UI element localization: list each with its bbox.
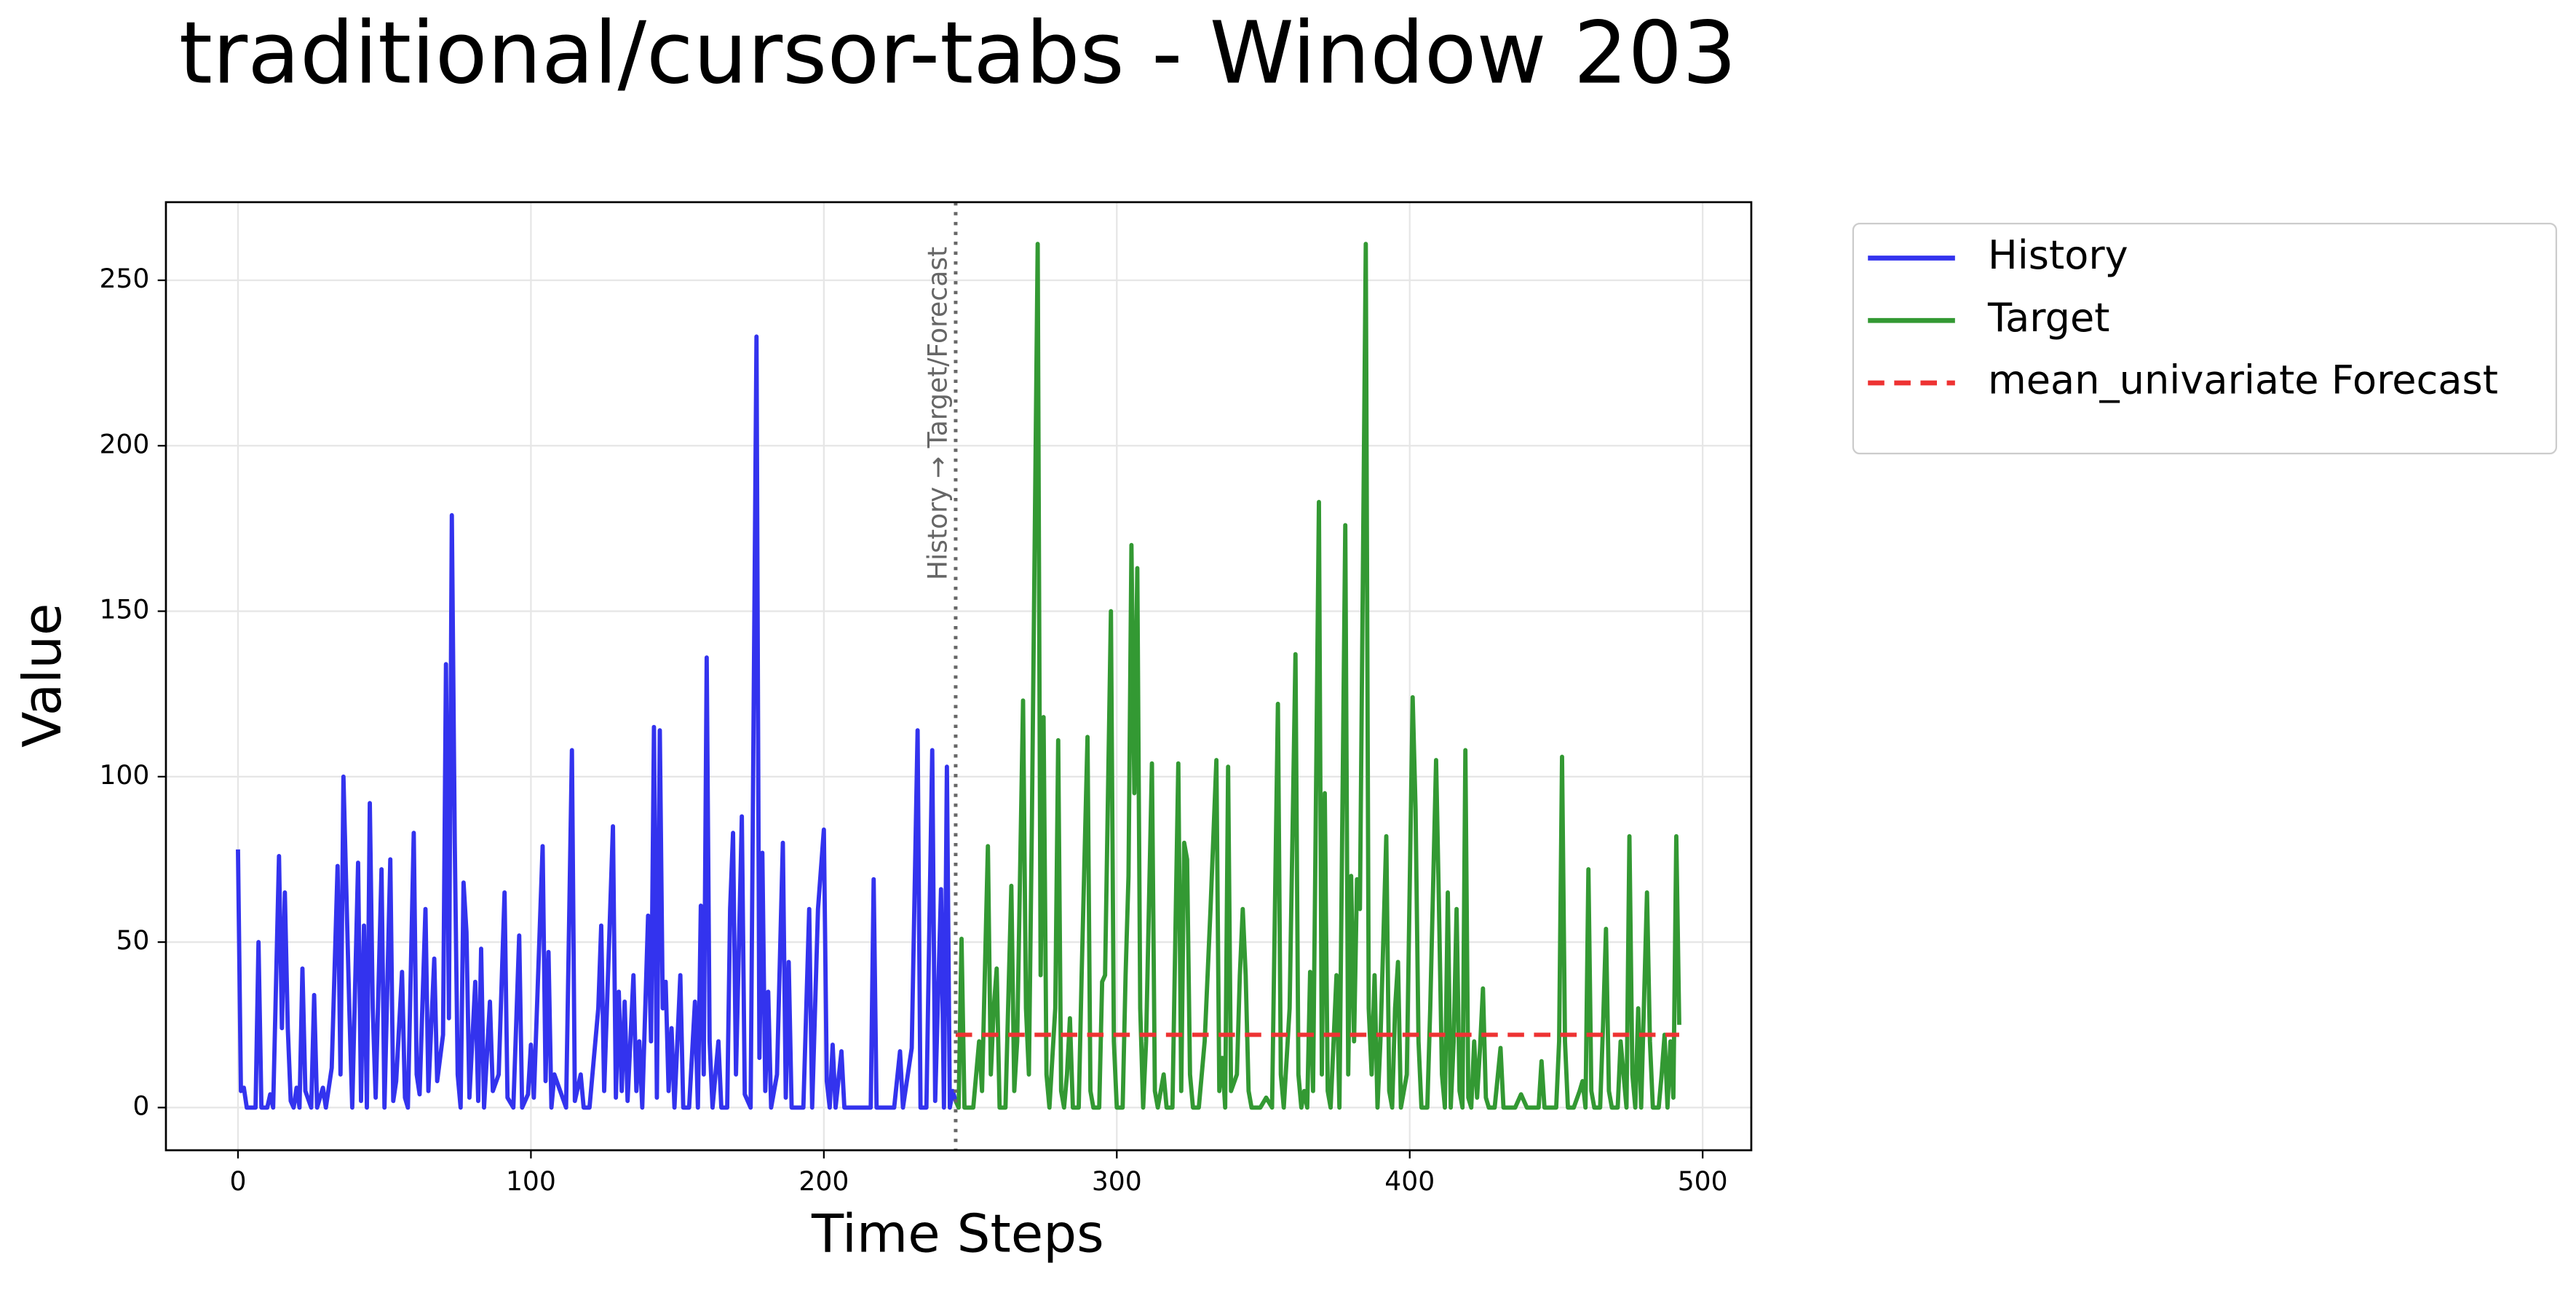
y-axis-label: Value [12, 604, 74, 748]
y-tick-label: 200 [99, 428, 149, 459]
x-tick-label: 200 [798, 1166, 849, 1197]
series-line [954, 242, 1681, 1110]
legend: History Target mean_univariate Forecast [1852, 222, 2558, 455]
series-line [236, 334, 958, 1110]
plot-frame [165, 201, 1753, 1152]
x-tick-label: 0 [229, 1166, 246, 1197]
x-tick-label: 500 [1678, 1166, 1728, 1197]
y-tick-label: 100 [99, 759, 149, 791]
y-tick-label: 150 [99, 594, 149, 625]
legend-label: Target [1987, 295, 2110, 341]
y-tick-label: 250 [99, 263, 149, 294]
legend-label: mean_univariate Forecast [1988, 357, 2498, 403]
y-tick-label: 0 [132, 1090, 149, 1121]
chart-title: traditional/cursor-tabs - Window 203 [179, 4, 1737, 103]
legend-frame [1852, 222, 2558, 455]
y-tick-label: 50 [116, 925, 149, 956]
x-tick-label: 300 [1092, 1166, 1142, 1197]
x-axis-label: Time Steps [811, 1204, 1104, 1265]
x-tick-label: 400 [1384, 1166, 1435, 1197]
split-annotation: History → Target/Forecast [922, 247, 953, 580]
legend-label: History [1988, 232, 2128, 278]
x-tick-label: 100 [506, 1166, 556, 1197]
